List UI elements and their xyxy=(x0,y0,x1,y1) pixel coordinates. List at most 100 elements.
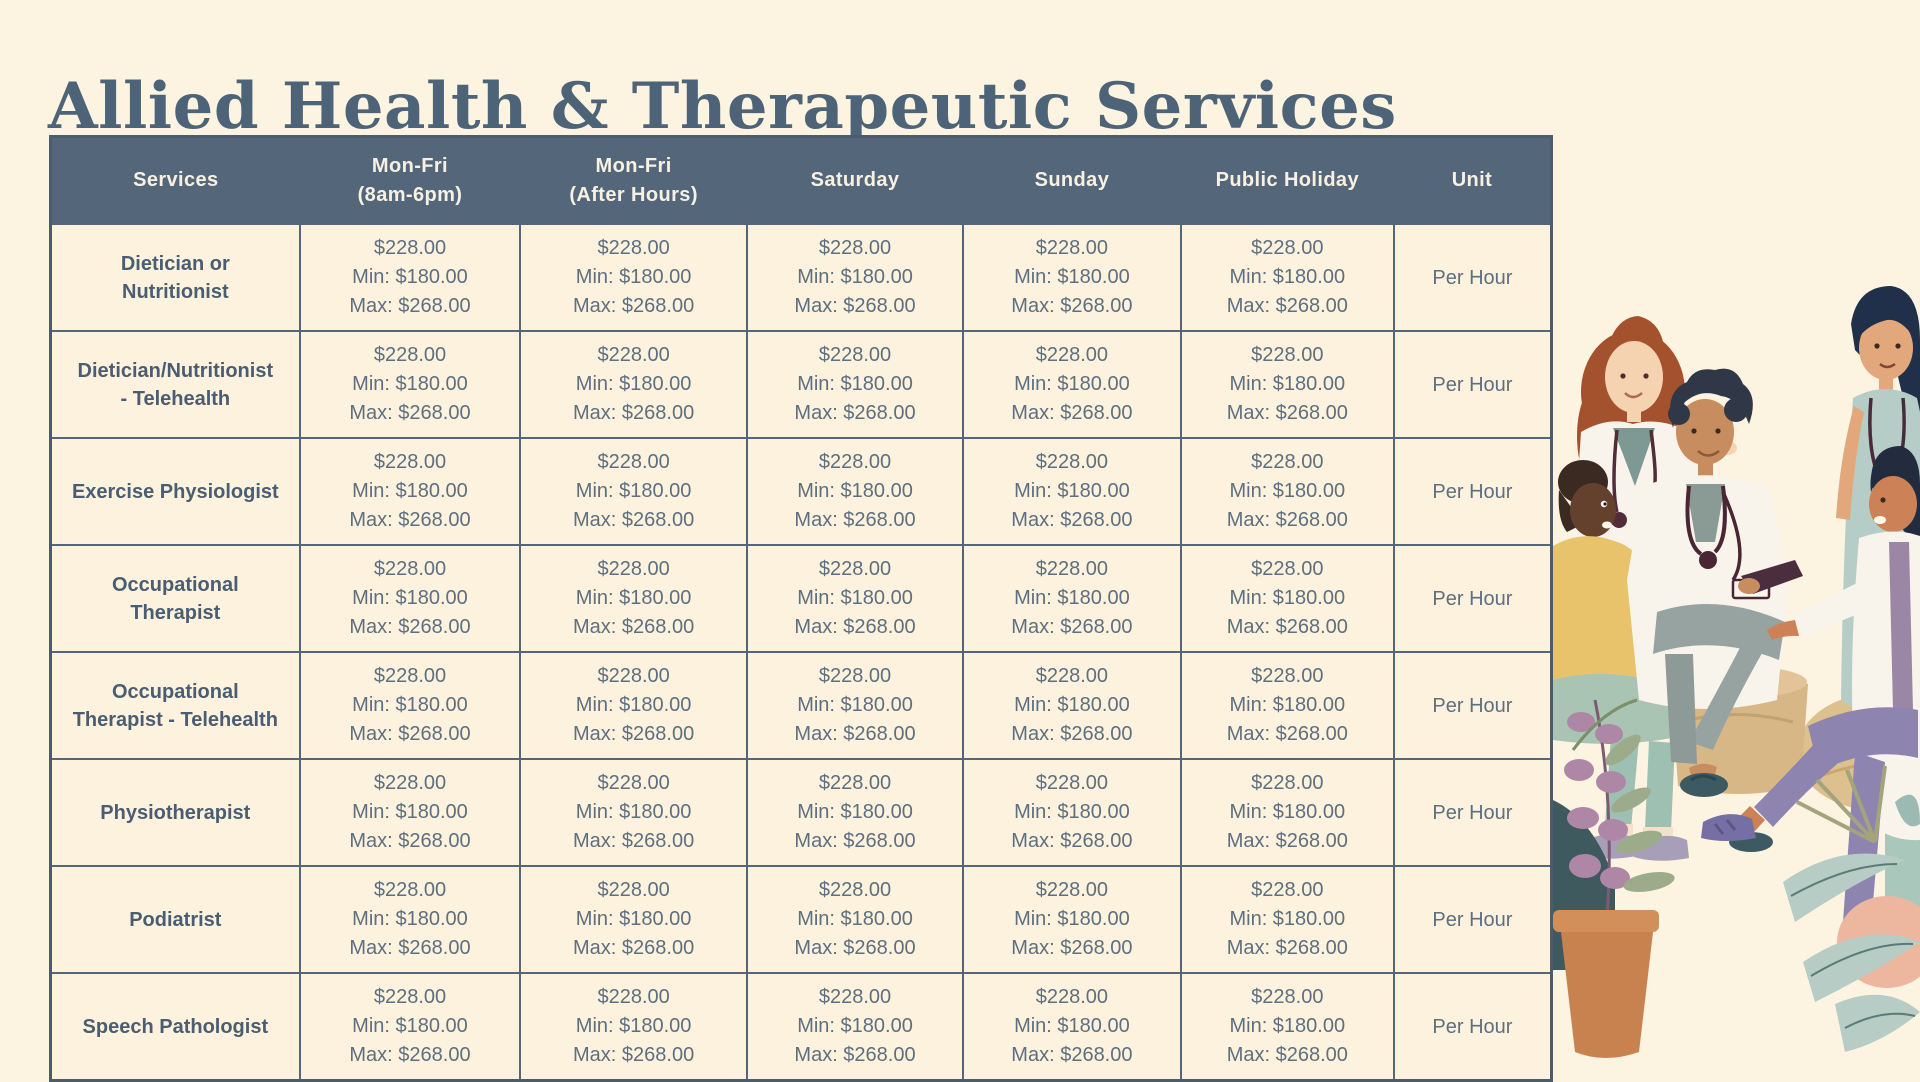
rate-line: $228.00 xyxy=(1035,879,1109,901)
max-line: Max: $268.00 xyxy=(349,295,471,317)
min-line: Min: $180.00 xyxy=(797,266,913,288)
min-line: Min: $180.00 xyxy=(352,587,468,609)
max-line: Max: $268.00 xyxy=(573,723,695,745)
min-line: Min: $180.00 xyxy=(797,587,913,609)
max-line: Max: $268.00 xyxy=(794,830,916,852)
table-row: Dietician or Nutritionist $228.00 Min: $… xyxy=(49,223,1553,332)
price-cell: $228.00 Min: $180.00 Max: $268.00 xyxy=(519,544,748,653)
price-cell: $228.00 Min: $180.00 Max: $268.00 xyxy=(962,865,1182,974)
price-cell: $228.00 Min: $180.00 Max: $268.00 xyxy=(519,758,748,867)
service-name-cell: Dietician or Nutritionist xyxy=(49,223,301,332)
max-line: Max: $268.00 xyxy=(794,616,916,638)
max-line: Max: $268.00 xyxy=(1011,616,1133,638)
rate-line: $228.00 xyxy=(597,665,670,687)
col-header-sunday: Sunday xyxy=(963,136,1181,224)
service-name-cell: Occupational Therapist - Telehealth xyxy=(49,651,301,760)
rate-line: $228.00 xyxy=(597,772,670,794)
rate-line: $228.00 xyxy=(818,237,892,259)
service-name-cell: Dietician/Nutritionist - Telehealth xyxy=(49,330,301,439)
min-line: Min: $180.00 xyxy=(352,1015,468,1037)
max-line: Max: $268.00 xyxy=(1226,402,1348,424)
table-row: Dietician/Nutritionist - Telehealth $228… xyxy=(49,330,1553,439)
rate-line: $228.00 xyxy=(597,879,670,901)
unit-cell: Per Hour xyxy=(1392,437,1553,546)
page-title: Allied Health & Therapeutic Services xyxy=(48,68,1397,144)
min-line: Min: $180.00 xyxy=(575,480,692,502)
max-line: Max: $268.00 xyxy=(573,616,695,638)
rate-line: $228.00 xyxy=(373,451,447,473)
unit-cell: Per Hour xyxy=(1392,651,1553,760)
col-header-services: Services xyxy=(50,136,300,224)
rate-line: $228.00 xyxy=(1035,344,1109,366)
min-line: Min: $180.00 xyxy=(1229,801,1346,823)
rate-line: $228.00 xyxy=(1251,879,1324,901)
price-cell: $228.00 Min: $180.00 Max: $268.00 xyxy=(519,437,748,546)
price-cell: $228.00 Min: $180.00 Max: $268.00 xyxy=(298,330,522,439)
max-line: Max: $268.00 xyxy=(794,723,916,745)
max-line: Max: $268.00 xyxy=(573,402,695,424)
price-cell: $228.00 Min: $180.00 Max: $268.00 xyxy=(962,544,1182,653)
price-cell: $228.00 Min: $180.00 Max: $268.00 xyxy=(1179,651,1395,760)
min-line: Min: $180.00 xyxy=(1229,266,1346,288)
min-line: Min: $180.00 xyxy=(1014,266,1130,288)
rate-line: $228.00 xyxy=(1035,558,1109,580)
potted-plant xyxy=(1553,698,1675,1058)
bottom-right-leaves xyxy=(1783,765,1920,1052)
price-cell: $228.00 Min: $180.00 Max: $268.00 xyxy=(298,865,522,974)
price-cell: $228.00 Min: $180.00 Max: $268.00 xyxy=(745,758,965,867)
service-name-cell: Physiotherapist xyxy=(49,758,301,867)
price-cell: $228.00 Min: $180.00 Max: $268.00 xyxy=(1179,972,1395,1082)
min-line: Min: $180.00 xyxy=(1014,1015,1130,1037)
table-row: Podiatrist $228.00 Min: $180.00 Max: $26… xyxy=(49,865,1553,974)
price-cell: $228.00 Min: $180.00 Max: $268.00 xyxy=(745,972,965,1082)
price-cell: $228.00 Min: $180.00 Max: $268.00 xyxy=(298,437,522,546)
table-row: Exercise Physiologist $228.00 Min: $180.… xyxy=(49,437,1553,546)
rate-line: $228.00 xyxy=(373,344,447,366)
rate-line: $228.00 xyxy=(818,344,892,366)
price-cell: $228.00 Min: $180.00 Max: $268.00 xyxy=(745,330,965,439)
col-header-unit: Unit xyxy=(1393,136,1552,224)
max-line: Max: $268.00 xyxy=(1011,723,1133,745)
col-header-saturday: Saturday xyxy=(746,136,964,224)
rate-line: $228.00 xyxy=(597,558,670,580)
service-name-cell: Exercise Physiologist xyxy=(49,437,301,546)
price-cell: $228.00 Min: $180.00 Max: $268.00 xyxy=(1179,758,1395,867)
min-line: Min: $180.00 xyxy=(797,908,913,930)
price-cell: $228.00 Min: $180.00 Max: $268.00 xyxy=(962,651,1182,760)
rate-line: $228.00 xyxy=(1251,986,1324,1008)
rate-line: $228.00 xyxy=(1251,451,1324,473)
min-line: Min: $180.00 xyxy=(1014,373,1130,395)
min-line: Min: $180.00 xyxy=(1014,587,1130,609)
max-line: Max: $268.00 xyxy=(349,616,471,638)
min-line: Min: $180.00 xyxy=(1229,1015,1346,1037)
rate-line: $228.00 xyxy=(1251,237,1324,259)
max-line: Max: $268.00 xyxy=(1011,1044,1133,1066)
table-row: Physiotherapist $228.00 Min: $180.00 Max… xyxy=(49,758,1553,867)
min-line: Min: $180.00 xyxy=(797,801,913,823)
unit-cell: Per Hour xyxy=(1392,223,1553,332)
rate-line: $228.00 xyxy=(818,879,892,901)
price-cell: $228.00 Min: $180.00 Max: $268.00 xyxy=(745,865,965,974)
rate-line: $228.00 xyxy=(373,237,447,259)
max-line: Max: $268.00 xyxy=(349,937,471,959)
service-name-cell: Occupational Therapist xyxy=(49,544,301,653)
max-line: Max: $268.00 xyxy=(573,295,695,317)
price-cell: $228.00 Min: $180.00 Max: $268.00 xyxy=(745,437,965,546)
min-line: Min: $180.00 xyxy=(575,908,692,930)
price-cell: $228.00 Min: $180.00 Max: $268.00 xyxy=(962,437,1182,546)
max-line: Max: $268.00 xyxy=(349,509,471,531)
max-line: Max: $268.00 xyxy=(1011,295,1133,317)
service-name-cell: Speech Pathologist xyxy=(49,972,301,1082)
col-header-monfri-day: Mon-Fri (8am-6pm) xyxy=(299,136,521,224)
max-line: Max: $268.00 xyxy=(794,509,916,531)
price-cell: $228.00 Min: $180.00 Max: $268.00 xyxy=(298,972,522,1082)
max-line: Max: $268.00 xyxy=(349,723,471,745)
rate-line: $228.00 xyxy=(818,451,892,473)
healthcare-team-illustration xyxy=(1553,286,1920,1058)
service-name-cell: Podiatrist xyxy=(49,865,301,974)
price-cell: $228.00 Min: $180.00 Max: $268.00 xyxy=(745,223,965,332)
min-line: Min: $180.00 xyxy=(1229,480,1346,502)
min-line: Min: $180.00 xyxy=(1014,480,1130,502)
min-line: Min: $180.00 xyxy=(575,1015,692,1037)
price-cell: $228.00 Min: $180.00 Max: $268.00 xyxy=(298,544,522,653)
